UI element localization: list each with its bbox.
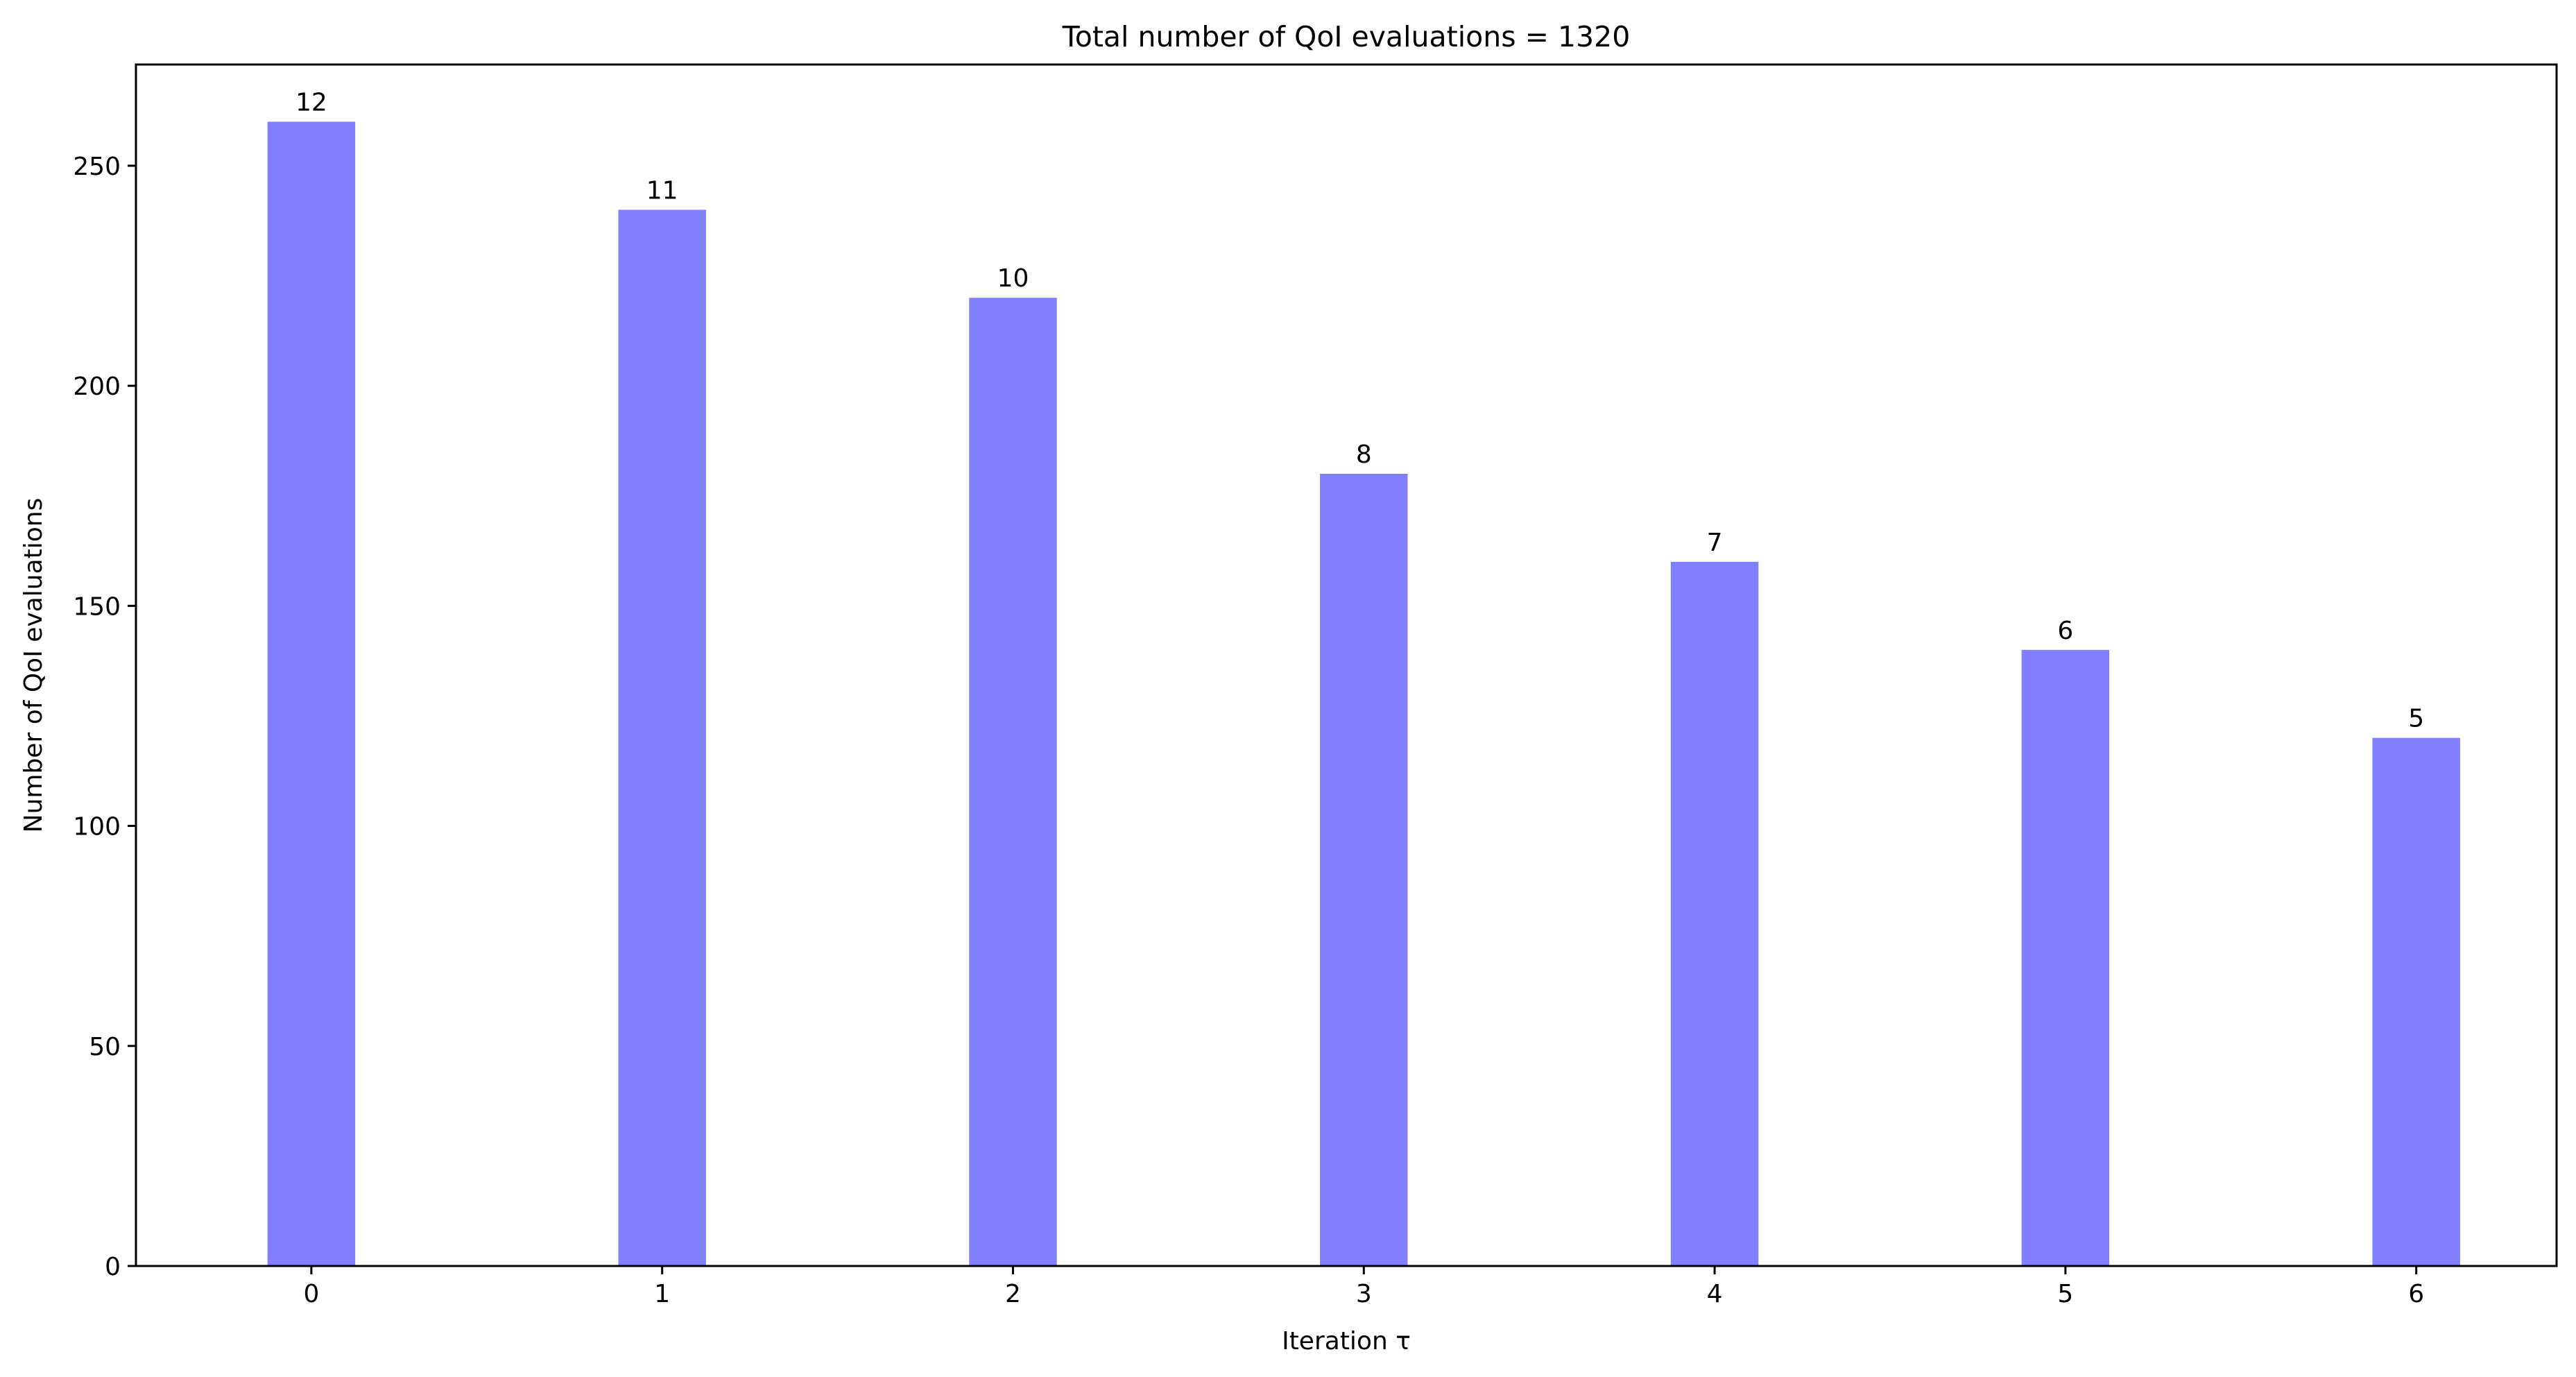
chart-title: Total number of QoI evaluations = 1320 [1062,20,1631,53]
x-tick-label: 0 [303,1280,319,1308]
bar-value-label: 12 [295,88,327,117]
x-tick-label: 6 [2408,1280,2424,1308]
bar-6 [2372,737,2460,1266]
x-tick-label: 1 [654,1280,670,1308]
y-tick-label: 200 [73,373,121,401]
bar-value-label: 10 [997,264,1029,293]
bar-4 [1670,561,1759,1266]
y-axis-label: Number of QoI evaluations [19,498,48,833]
x-tick-label: 2 [1005,1280,1021,1308]
y-tick-label: 250 [73,153,121,181]
plot-frame [135,63,2558,1267]
bar-value-label: 6 [2057,617,2073,645]
bar-labels-group: 12 11 10 8 7 6 5 [295,88,2424,733]
x-axis-label: Iteration τ [1282,1327,1411,1355]
bars-group [267,121,2460,1267]
x-tick-label: 3 [1356,1280,1372,1308]
bar-value-label: 8 [1356,441,1372,469]
x-axis-ticks: 0 1 2 3 4 5 6 [303,1266,2424,1308]
bar-0 [267,121,356,1266]
bar-value-label: 11 [646,176,678,205]
bar-1 [618,209,706,1266]
y-axis-ticks: 0 50 100 150 200 250 [73,153,136,1281]
x-tick-label: 4 [1707,1280,1723,1308]
bar-5 [2021,649,2110,1266]
bar-3 [1320,474,1408,1266]
y-tick-label: 100 [73,813,121,841]
y-tick-label: 50 [89,1033,121,1061]
bar-value-label: 7 [1707,529,1723,557]
y-tick-label: 150 [73,592,121,621]
bar-value-label: 5 [2408,705,2424,733]
y-tick-label: 0 [105,1253,121,1281]
bar-2 [969,298,1057,1267]
x-tick-label: 5 [2057,1280,2073,1308]
